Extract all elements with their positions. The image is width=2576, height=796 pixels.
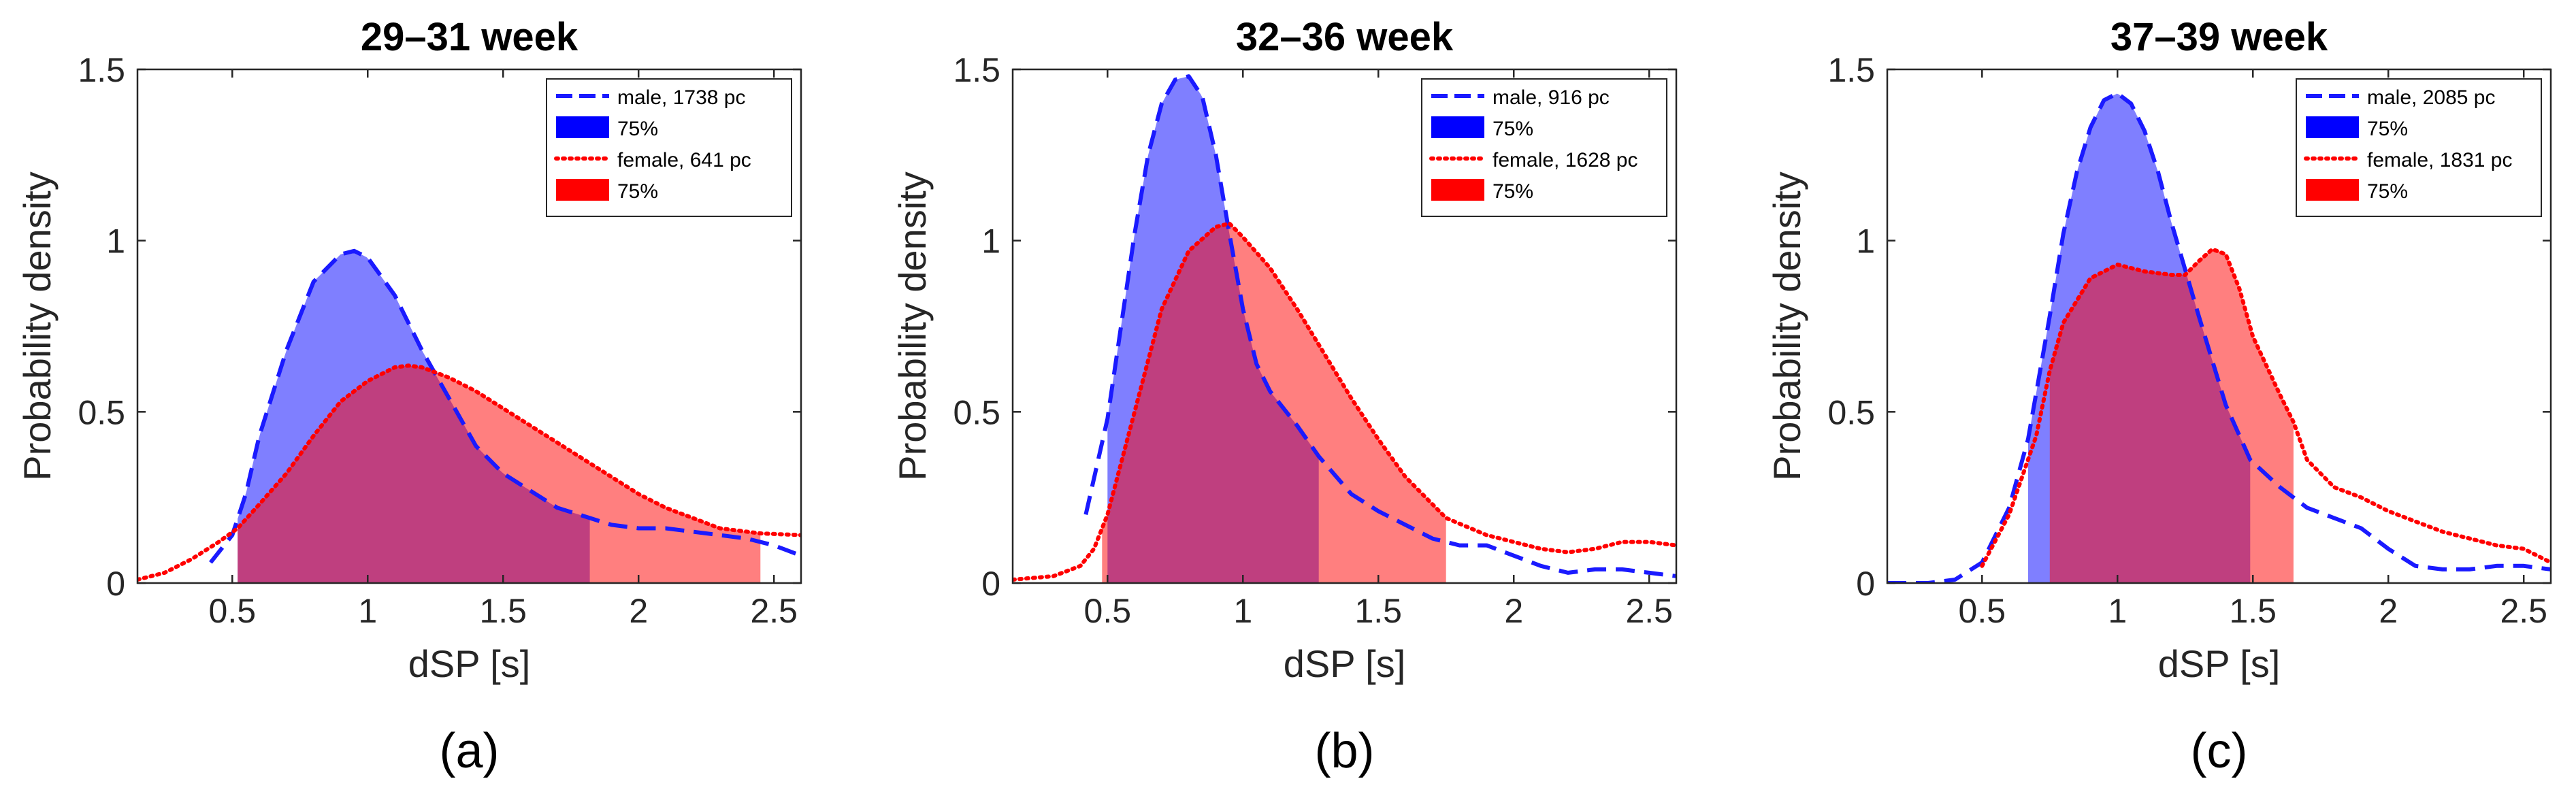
y-tick-label: 1.5 xyxy=(1827,51,1875,89)
legend-entry: male, 2085 pc xyxy=(2367,86,2495,109)
y-tick-label: 0.5 xyxy=(78,393,125,431)
legend-entry: 75% xyxy=(1493,118,1533,140)
x-tick-label: 0.5 xyxy=(1959,592,2006,630)
y-tick-label: 1 xyxy=(981,222,1000,261)
legend-entry: 75% xyxy=(2367,180,2408,203)
chart-title: 29–31 week xyxy=(361,15,578,59)
legend-entry: 75% xyxy=(1493,180,1533,203)
legend-swatch-female-75 xyxy=(2306,179,2359,201)
chart-title: 32–36 week xyxy=(1236,15,1454,59)
y-tick-label: 1.5 xyxy=(953,51,1000,89)
legend-entry: male, 1738 pc xyxy=(617,86,745,109)
legend-swatch-male-75 xyxy=(1431,116,1484,138)
y-tick-label: 1 xyxy=(1856,222,1875,261)
legend: male, 2085 pc 75% female, 1831 pc 75% xyxy=(2296,78,2542,217)
x-tick-label: 2 xyxy=(2379,592,2398,630)
x-tick-label: 2 xyxy=(629,592,648,630)
series-line-female xyxy=(1980,247,2551,568)
x-tick-label: 0.5 xyxy=(209,592,257,630)
chart-title: 37–39 week xyxy=(2110,15,2328,59)
plot-content xyxy=(1013,74,1676,583)
shaded-75-region-female xyxy=(2049,249,2294,583)
x-tick-label: 2 xyxy=(1504,592,1523,630)
panel-label: (c) xyxy=(2191,724,2248,778)
x-tick-label: 0.5 xyxy=(1084,592,1132,630)
legend-entry: female, 641 pc xyxy=(617,149,751,171)
y-axis-label: Probability density xyxy=(1765,171,1808,480)
x-tick-label: 1 xyxy=(1233,592,1252,630)
y-tick-label: 1 xyxy=(106,222,125,261)
x-tick-label: 1.5 xyxy=(479,592,527,630)
x-tick-label: 2.5 xyxy=(2500,592,2547,630)
series-line-male xyxy=(209,248,801,564)
y-tick-label: 1.5 xyxy=(78,51,125,89)
y-tick-label: 0.5 xyxy=(953,393,1000,431)
legend-entry: 75% xyxy=(2367,118,2408,140)
plot-content xyxy=(137,248,801,583)
y-axis-label: Probability density xyxy=(891,171,934,480)
legend-swatch-male-75 xyxy=(556,116,609,138)
legend: male, 916 pc 75% female, 1628 pc 75% xyxy=(1421,78,1667,217)
axes-frame xyxy=(136,68,802,584)
legend-swatch-male-75 xyxy=(2306,116,2359,138)
shaded-75-region-female xyxy=(238,365,761,583)
axes-frame xyxy=(1886,68,2552,584)
panel-label: (b) xyxy=(1315,724,1375,778)
legend-entry: 75% xyxy=(617,180,658,203)
legend-entry: female, 1831 pc xyxy=(2367,149,2512,171)
x-axis-label: dSP [s] xyxy=(2158,642,2281,685)
y-tick-label: 0.5 xyxy=(1827,393,1875,431)
x-axis-label: dSP [s] xyxy=(408,642,531,685)
legend-entry: 75% xyxy=(617,118,658,140)
chart-panel-2: 0.5 1 1.5 2 2.5 0 0.5 1 1.5 32–36 week dSP [s] Prob… xyxy=(891,15,1678,778)
y-axis-label: Probability density xyxy=(16,171,59,480)
x-tick-label: 1.5 xyxy=(2229,592,2277,630)
y-tick-label: 0 xyxy=(106,565,125,603)
x-tick-label: 1.5 xyxy=(1354,592,1402,630)
series-line-female xyxy=(137,363,801,582)
chart-panel-1: 0.5 1 1.5 2 2.5 0 0.5 1 1.5 29–31 week dSP [s] Prob… xyxy=(16,15,802,778)
legend: male, 1738 pc 75% female, 641 pc 75% xyxy=(546,78,792,217)
y-tick-label: 0 xyxy=(1856,565,1875,603)
legend-entry: male, 916 pc xyxy=(1493,86,1610,109)
series-line-female xyxy=(1013,221,1676,582)
x-axis-label: dSP [s] xyxy=(1284,642,1406,685)
chart-panel-3: 0.5 1 1.5 2 2.5 0 0.5 1 1.5 37–39 week dSP [s] Prob… xyxy=(1765,15,2552,778)
x-tick-label: 2.5 xyxy=(750,592,798,630)
legend-swatch-female-75 xyxy=(1431,179,1484,201)
x-tick-label: 1 xyxy=(358,592,377,630)
x-tick-label: 1 xyxy=(2108,592,2127,630)
legend-swatch-female-75 xyxy=(556,179,609,201)
series-line-male xyxy=(1083,74,1676,578)
y-tick-label: 0 xyxy=(981,565,1000,603)
panel-label: (a) xyxy=(440,724,500,778)
plot-content xyxy=(1887,91,2551,583)
axes-frame xyxy=(1011,68,1678,584)
shaded-75-region-female xyxy=(1102,223,1446,583)
legend-entry: female, 1628 pc xyxy=(1493,149,1637,171)
x-tick-label: 2.5 xyxy=(1625,592,1673,630)
